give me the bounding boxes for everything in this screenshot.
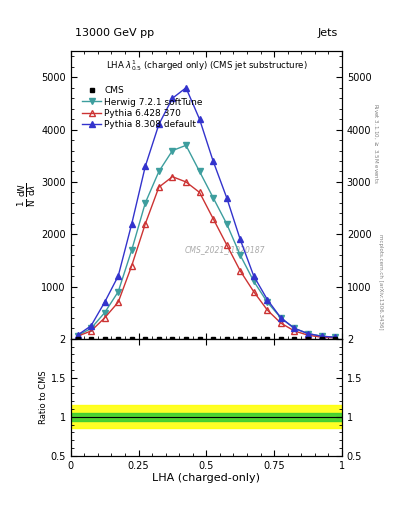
CMS <box>184 335 188 342</box>
Line: Pythia 8.308 default: Pythia 8.308 default <box>74 84 338 340</box>
Pythia 8.308 default <box>279 315 283 321</box>
Pythia 6.428 370 <box>184 179 188 185</box>
Pythia 8.308 default <box>197 116 202 122</box>
Pythia 6.428 370 <box>197 189 202 196</box>
Legend: CMS, Herwig 7.2.1 softTune, Pythia 6.428 370, Pythia 8.308 default: CMS, Herwig 7.2.1 softTune, Pythia 6.428… <box>81 84 204 131</box>
CMS <box>75 335 80 342</box>
CMS <box>292 335 297 342</box>
Herwig 7.2.1 softTune <box>333 334 338 340</box>
Line: CMS: CMS <box>75 336 338 341</box>
Y-axis label: $\frac{1}{\mathrm{N}}\,\frac{\mathrm{d}N}{\mathrm{d}\lambda}$: $\frac{1}{\mathrm{N}}\,\frac{\mathrm{d}N… <box>17 183 39 207</box>
Herwig 7.2.1 softTune <box>156 168 161 175</box>
CMS <box>306 335 310 342</box>
Herwig 7.2.1 softTune <box>252 278 256 284</box>
Pythia 6.428 370 <box>156 184 161 190</box>
Line: Herwig 7.2.1 softTune: Herwig 7.2.1 softTune <box>74 142 338 340</box>
Herwig 7.2.1 softTune <box>224 221 229 227</box>
Herwig 7.2.1 softTune <box>116 289 121 295</box>
Herwig 7.2.1 softTune <box>89 325 94 331</box>
Pythia 8.308 default <box>224 195 229 201</box>
Herwig 7.2.1 softTune <box>197 168 202 175</box>
Line: Pythia 6.428 370: Pythia 6.428 370 <box>74 174 338 341</box>
Pythia 8.308 default <box>292 325 297 331</box>
Text: Rivet 3.1.10, $\geq$ 3.5M events: Rivet 3.1.10, $\geq$ 3.5M events <box>371 103 379 184</box>
Y-axis label: Ratio to CMS: Ratio to CMS <box>39 371 48 424</box>
Herwig 7.2.1 softTune <box>129 247 134 253</box>
Text: Jets: Jets <box>318 28 338 38</box>
Pythia 8.308 default <box>238 237 242 243</box>
Pythia 6.428 370 <box>116 299 121 305</box>
Pythia 8.308 default <box>102 299 107 305</box>
Pythia 6.428 370 <box>238 268 242 274</box>
CMS <box>102 335 107 342</box>
Herwig 7.2.1 softTune <box>306 331 310 337</box>
Pythia 6.428 370 <box>75 333 80 339</box>
Pythia 6.428 370 <box>333 335 338 341</box>
Herwig 7.2.1 softTune <box>319 333 324 339</box>
Pythia 8.308 default <box>184 84 188 91</box>
Pythia 8.308 default <box>306 331 310 337</box>
CMS <box>238 335 242 342</box>
Bar <box>71 413 342 421</box>
CMS <box>279 335 283 342</box>
CMS <box>156 335 161 342</box>
Pythia 8.308 default <box>143 163 148 169</box>
Pythia 6.428 370 <box>265 307 270 313</box>
Herwig 7.2.1 softTune <box>102 310 107 316</box>
CMS <box>116 335 121 342</box>
Pythia 6.428 370 <box>319 334 324 340</box>
Herwig 7.2.1 softTune <box>265 299 270 305</box>
CMS <box>211 335 215 342</box>
Herwig 7.2.1 softTune <box>292 325 297 331</box>
Pythia 6.428 370 <box>211 216 215 222</box>
Pythia 6.428 370 <box>306 332 310 338</box>
Text: 13000 GeV pp: 13000 GeV pp <box>75 28 154 38</box>
Pythia 6.428 370 <box>102 315 107 321</box>
Bar <box>71 405 342 429</box>
Herwig 7.2.1 softTune <box>170 147 175 154</box>
Herwig 7.2.1 softTune <box>238 252 242 258</box>
Pythia 8.308 default <box>319 333 324 339</box>
CMS <box>89 335 94 342</box>
CMS <box>143 335 148 342</box>
Pythia 8.308 default <box>156 121 161 127</box>
X-axis label: LHA (charged-only): LHA (charged-only) <box>152 473 260 483</box>
Pythia 6.428 370 <box>224 242 229 248</box>
Pythia 6.428 370 <box>252 289 256 295</box>
Herwig 7.2.1 softTune <box>279 315 283 321</box>
Herwig 7.2.1 softTune <box>211 195 215 201</box>
CMS <box>129 335 134 342</box>
Pythia 8.308 default <box>252 273 256 279</box>
Pythia 6.428 370 <box>170 174 175 180</box>
Pythia 6.428 370 <box>143 221 148 227</box>
Text: CMS_2021_I1920187: CMS_2021_I1920187 <box>185 246 266 254</box>
Pythia 8.308 default <box>129 221 134 227</box>
Pythia 6.428 370 <box>129 263 134 269</box>
Pythia 8.308 default <box>89 323 94 329</box>
Herwig 7.2.1 softTune <box>184 142 188 148</box>
Herwig 7.2.1 softTune <box>143 200 148 206</box>
CMS <box>197 335 202 342</box>
CMS <box>170 335 175 342</box>
CMS <box>224 335 229 342</box>
Pythia 8.308 default <box>75 332 80 338</box>
Pythia 6.428 370 <box>89 328 94 334</box>
Pythia 8.308 default <box>116 273 121 279</box>
Pythia 8.308 default <box>265 296 270 303</box>
Pythia 6.428 370 <box>279 320 283 326</box>
Herwig 7.2.1 softTune <box>75 333 80 339</box>
Pythia 8.308 default <box>333 334 338 340</box>
CMS <box>333 335 338 342</box>
CMS <box>319 335 324 342</box>
CMS <box>265 335 270 342</box>
Text: mcplots.cern.ch [arXiv:1306.3436]: mcplots.cern.ch [arXiv:1306.3436] <box>378 234 383 329</box>
CMS <box>252 335 256 342</box>
Pythia 6.428 370 <box>292 328 297 334</box>
Pythia 8.308 default <box>170 95 175 101</box>
Text: LHA $\lambda^{1}_{0.5}$ (charged only) (CMS jet substructure): LHA $\lambda^{1}_{0.5}$ (charged only) (… <box>106 58 307 73</box>
Pythia 8.308 default <box>211 158 215 164</box>
